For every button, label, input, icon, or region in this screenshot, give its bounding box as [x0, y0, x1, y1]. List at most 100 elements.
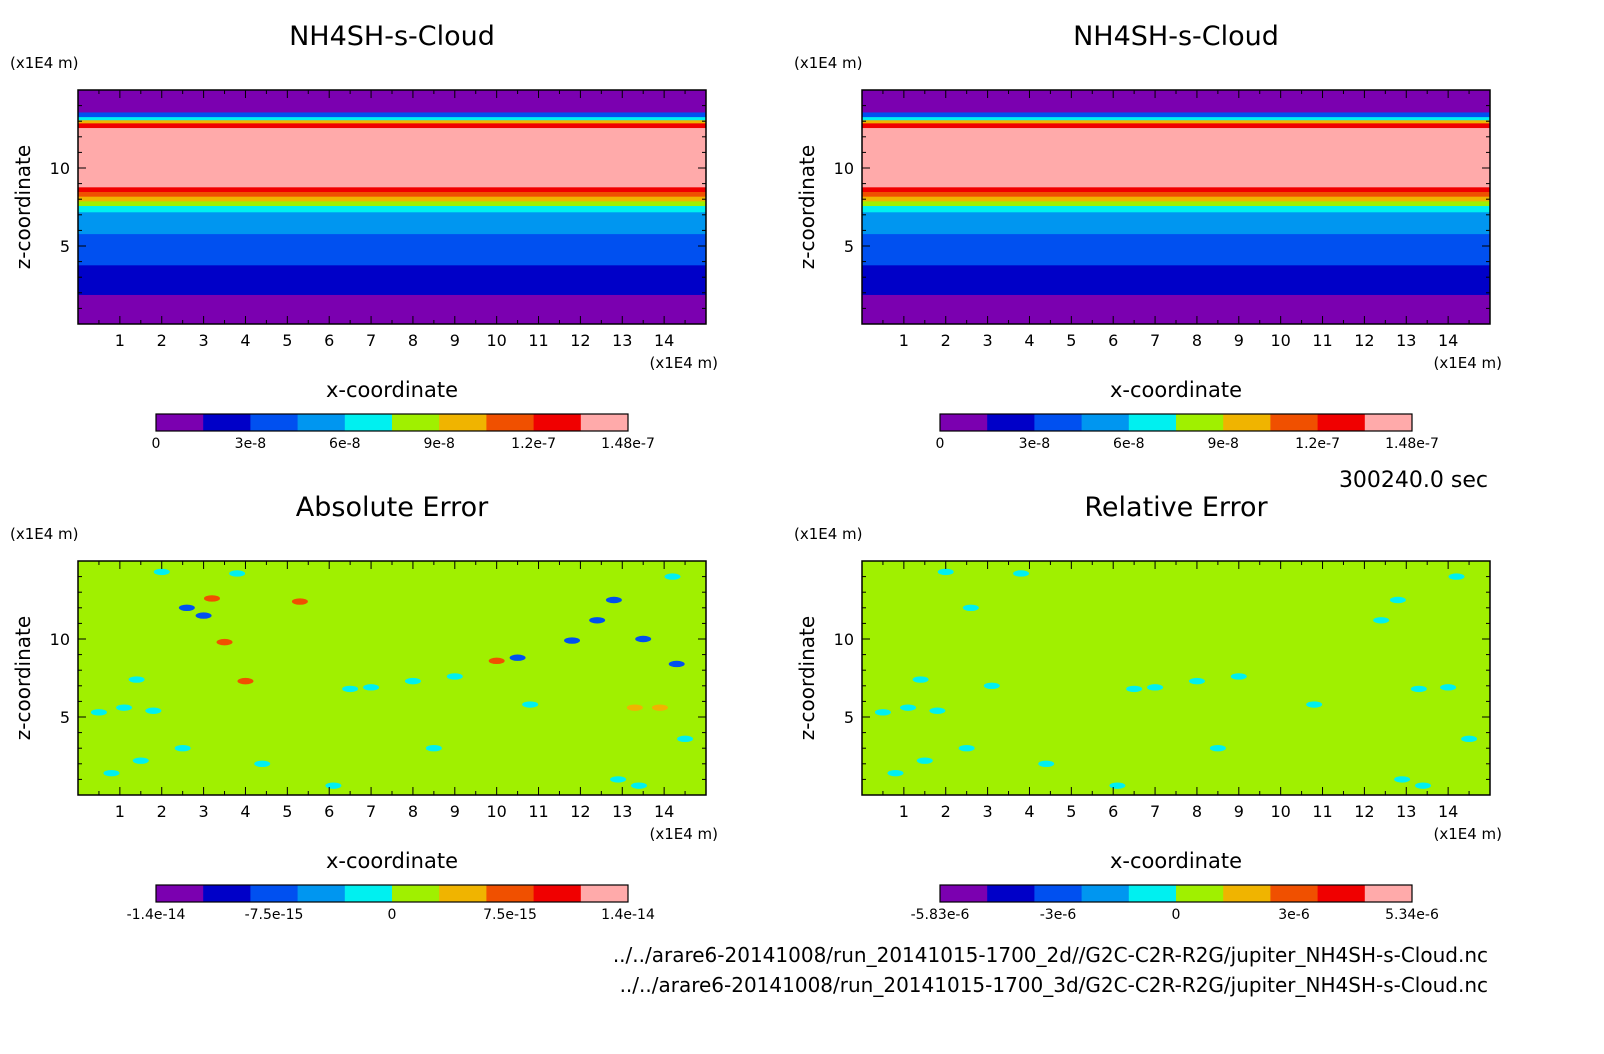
y-axis-label: z-coordinate: [11, 616, 35, 740]
x-tick-label: 12: [570, 331, 590, 350]
colorbar-swatch: [987, 414, 1035, 431]
x-tick-label: 11: [528, 331, 548, 350]
error-patch: [1306, 701, 1323, 708]
x-tick-label: 6: [324, 331, 334, 350]
x-tick-label: 2: [157, 802, 167, 821]
x-tick-label: 13: [612, 802, 632, 821]
x-tick-label: 5: [282, 802, 292, 821]
error-patch: [132, 757, 149, 764]
error-patch: [178, 604, 195, 611]
x-tick-label: 4: [240, 331, 250, 350]
x-tick-label: 1: [899, 331, 909, 350]
contour-band: [78, 116, 706, 121]
colorbar-swatch: [156, 414, 204, 431]
error-patch: [522, 701, 539, 708]
x-tick-label: 8: [1192, 802, 1202, 821]
colorbar-tick-label: 1.48e-7: [601, 436, 655, 452]
error-patch: [1013, 570, 1030, 577]
y-unit-label: (x1E4 m): [10, 525, 79, 543]
x-tick-label: 5: [1066, 802, 1076, 821]
colorbar-swatch: [439, 414, 487, 431]
x-tick-label: 8: [408, 802, 418, 821]
error-patch: [635, 635, 652, 643]
contour-band: [862, 119, 1490, 124]
x-tick-label: 3: [983, 331, 993, 350]
contour-band: [78, 233, 706, 266]
colorbar-tick-label: 0: [1172, 907, 1181, 923]
x-tick-label: 7: [366, 802, 376, 821]
contour-band: [862, 205, 1490, 213]
error-patch: [446, 673, 463, 680]
y-axis-label: z-coordinate: [795, 616, 819, 740]
colorbar-swatch: [297, 414, 346, 431]
plot-area: [862, 561, 1490, 795]
colorbar-swatch: [580, 885, 629, 902]
colorbar-swatch: [1176, 885, 1224, 902]
error-patch: [203, 595, 220, 602]
error-patch: [564, 637, 581, 644]
error-patch: [958, 745, 975, 752]
x-axis-label: x-coordinate: [1110, 378, 1242, 402]
error-patch: [962, 604, 979, 611]
colorbar-tick-label: 0: [152, 436, 161, 452]
colorbar-tick-label: 7.5e-15: [483, 907, 537, 923]
contour-band: [862, 122, 1490, 129]
colorbar-tick-label: 1.2e-7: [1295, 436, 1340, 452]
y-tick-label: 10: [834, 159, 854, 178]
x-tick-label: 1: [115, 331, 125, 350]
colorbar-tick-label: 6e-8: [329, 436, 360, 452]
x-tick-label: 1: [899, 802, 909, 821]
colorbar-swatch: [1270, 414, 1318, 431]
error-patch: [1147, 684, 1164, 691]
x-tick-label: 4: [240, 802, 250, 821]
error-patch: [229, 570, 246, 577]
error-patch: [1440, 684, 1457, 691]
colorbar-swatch: [392, 414, 440, 431]
x-tick-label: 6: [324, 802, 334, 821]
colorbar-tick-label: 1.4e-14: [601, 907, 655, 923]
contour-band: [862, 90, 1490, 113]
error-patch: [916, 757, 933, 764]
x-tick-label: 10: [1270, 802, 1290, 821]
colorbar-swatch: [1176, 414, 1224, 431]
colorbar-frame: [155, 413, 629, 432]
contour-band: [862, 196, 1490, 202]
x-unit-label: (x1E4 m): [649, 354, 718, 372]
contour-band: [78, 264, 706, 295]
error-patch: [1389, 596, 1406, 604]
y-tick-label: 5: [844, 708, 854, 727]
error-patch: [887, 769, 904, 777]
x-tick-label: 3: [199, 331, 209, 350]
colorbar-tick-label: -3e-6: [1040, 907, 1077, 923]
error-patch: [174, 745, 191, 752]
y-axis-label: z-coordinate: [795, 145, 819, 269]
colorbar-frame: [155, 884, 629, 903]
error-patch: [1209, 745, 1226, 752]
x-axis-label: x-coordinate: [326, 849, 458, 873]
colorbar-tick-label: 0: [936, 436, 945, 452]
error-patch: [610, 776, 627, 783]
field-background: [862, 561, 1490, 795]
x-tick-label: 14: [1438, 331, 1458, 350]
colorbar-swatch: [940, 885, 988, 902]
x-tick-label: 7: [366, 331, 376, 350]
error-patch: [342, 685, 359, 693]
contour-band: [78, 111, 706, 118]
colorbar-swatch: [344, 414, 393, 431]
contour-band: [862, 127, 1490, 188]
y-unit-label: (x1E4 m): [794, 54, 863, 72]
contour-band: [78, 196, 706, 202]
error-patch: [509, 654, 526, 661]
error-patch: [1188, 677, 1205, 685]
colorbar-tick-label: 3e-8: [1019, 436, 1050, 452]
x-tick-label: 11: [1312, 802, 1332, 821]
x-tick-label: 7: [1150, 331, 1160, 350]
x-tick-label: 10: [486, 802, 506, 821]
contour-band: [862, 116, 1490, 121]
colorbar-tick-label: 3e-6: [1278, 907, 1310, 923]
colorbar-swatch: [250, 885, 298, 902]
colorbar-swatch: [203, 414, 251, 431]
chart-panel-1: 1 2 3 4 5 6 7 8 9 10 11 12 13 14510NH4SH-s-Cloud(x1E4…: [10, 21, 718, 452]
y-unit-label: (x1E4 m): [10, 54, 79, 72]
